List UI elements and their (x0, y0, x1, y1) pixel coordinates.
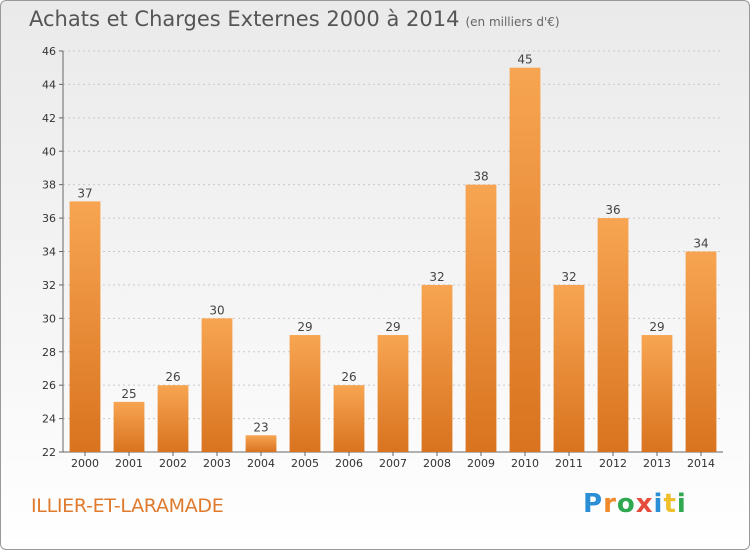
bar (465, 184, 497, 452)
chart-subtitle: (en milliers d'€) (465, 15, 560, 29)
x-tick-label: 2005 (291, 457, 319, 470)
x-tick-label: 2000 (71, 457, 99, 470)
bar (289, 335, 321, 452)
bar-value-label: 30 (209, 303, 224, 317)
bar-value-label: 26 (341, 370, 356, 384)
x-tick-label: 2006 (335, 457, 363, 470)
bar (245, 435, 277, 452)
bar-value-label: 34 (693, 237, 708, 251)
x-tick-label: 2008 (423, 457, 451, 470)
bar-value-label: 29 (297, 320, 312, 334)
bar (641, 335, 673, 452)
x-tick-label: 2010 (511, 457, 539, 470)
x-tick-label: 2011 (555, 457, 583, 470)
bar-value-label: 45 (517, 53, 532, 67)
bar-value-label: 38 (473, 170, 488, 184)
bar-value-label: 36 (605, 203, 620, 217)
logo-letter: t (663, 489, 677, 519)
y-tick-label: 44 (42, 78, 56, 91)
chart-title-text: Achats et Charges Externes 2000 à 2014 (29, 7, 460, 31)
logo-letter: x (635, 489, 654, 519)
x-tick-label: 2014 (687, 457, 715, 470)
y-tick-label: 24 (42, 413, 56, 426)
bar-value-label: 23 (253, 420, 268, 434)
bar-value-label: 25 (121, 387, 136, 401)
bar (333, 385, 365, 452)
bar (157, 385, 189, 452)
y-tick-label: 34 (42, 246, 56, 259)
x-tick-label: 2009 (467, 457, 495, 470)
bar (377, 335, 409, 452)
y-tick-label: 22 (42, 446, 56, 459)
bar (509, 67, 541, 452)
bar-value-label: 37 (77, 186, 92, 200)
x-tick-label: 2007 (379, 457, 407, 470)
x-tick-label: 2012 (599, 457, 627, 470)
bar (201, 318, 233, 452)
bar (421, 284, 453, 452)
bar-value-label: 32 (429, 270, 444, 284)
x-tick-label: 2013 (643, 457, 671, 470)
y-tick-label: 26 (42, 379, 56, 392)
chart-title: Achats et Charges Externes 2000 à 2014 (e… (29, 7, 560, 31)
bar (553, 284, 585, 452)
logo-letter: i (653, 489, 664, 519)
bar-value-label: 26 (165, 370, 180, 384)
x-tick-label: 2001 (115, 457, 143, 470)
y-tick-label: 32 (42, 279, 56, 292)
y-tick-label: 46 (42, 45, 56, 58)
y-tick-label: 28 (42, 346, 56, 359)
y-tick-label: 40 (42, 145, 56, 158)
logo-letter: r (603, 489, 617, 519)
bar (113, 401, 145, 452)
logo-letter: i (676, 489, 687, 519)
bar-value-label: 29 (385, 320, 400, 334)
logo-letter: P (583, 489, 604, 519)
x-tick-label: 2002 (159, 457, 187, 470)
y-tick-label: 38 (42, 179, 56, 192)
x-tick-label: 2003 (203, 457, 231, 470)
bar-value-label: 29 (649, 320, 664, 334)
y-tick-label: 30 (42, 312, 56, 325)
bar (685, 251, 717, 452)
bar (69, 201, 101, 452)
bar-value-label: 32 (561, 270, 576, 284)
logo-letter: o (616, 489, 636, 519)
y-tick-label: 42 (42, 112, 56, 125)
x-tick-label: 2004 (247, 457, 275, 470)
proxiti-logo: Proxiti (583, 489, 687, 519)
bar (597, 218, 629, 452)
y-tick-label: 36 (42, 212, 56, 225)
commune-name: ILLIER-ET-LARAMADE (31, 495, 224, 517)
